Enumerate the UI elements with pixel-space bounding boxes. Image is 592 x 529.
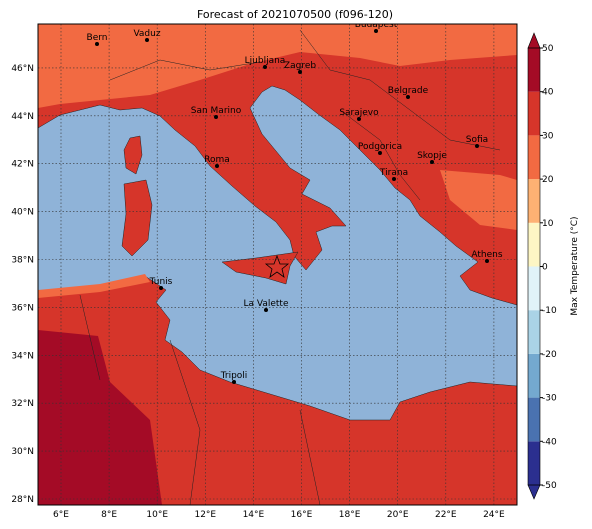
graticule (38, 24, 517, 505)
colorbar-bin (528, 91, 540, 136)
city-dot (232, 380, 236, 384)
land-africa-hot (38, 330, 162, 505)
map-title: Forecast of 2021070500 (f096-120) (197, 8, 393, 21)
city-dot (430, 160, 434, 164)
land-corsica (123, 135, 143, 175)
colorbar-bin (528, 222, 540, 267)
city-label: La Valette (244, 299, 289, 309)
y-tick-label: 46°N (11, 64, 34, 74)
colorbar-tick-label: -40 (542, 437, 557, 447)
city-dot (485, 259, 489, 263)
y-tick-label: 28°N (11, 495, 34, 505)
colorbar-bin (528, 135, 540, 180)
colorbar-bin (528, 266, 540, 311)
colorbar-bin (528, 48, 540, 92)
colorbar-extend-low (527, 484, 541, 500)
city-label: Skopje (417, 151, 447, 161)
city-label: San Marino (191, 106, 242, 116)
colorbar-bin (528, 397, 540, 442)
city-dot (475, 144, 479, 148)
colorbar-bin (528, 353, 540, 398)
y-tick-label: 38°N (11, 256, 34, 266)
city-label: Ljubljana (245, 56, 286, 66)
city-label: Budapest (355, 20, 398, 30)
city-label: Belgrade (388, 86, 429, 96)
city-label: Vaduz (133, 29, 160, 39)
city-dot (406, 95, 410, 99)
x-tick-label: 24°E (483, 510, 505, 520)
city-label: Bern (87, 33, 108, 43)
city-dot (374, 29, 378, 33)
colorbar: -50 -40 -30 -20 -10 0 10 20 30 40 50 (527, 32, 557, 500)
colorbar-bin (528, 310, 540, 354)
colorbar-tick-label: 40 (542, 88, 554, 98)
city-dot (215, 164, 219, 168)
map-frame (37, 23, 518, 506)
y-tick-label: 42°N (11, 160, 34, 170)
city-dot (263, 65, 267, 69)
land-north-warm (38, 24, 517, 108)
x-tick-label: 8°E (101, 510, 117, 520)
city-label: Podgorica (358, 142, 402, 152)
city-dot (95, 42, 99, 46)
x-tick-label: 22°E (435, 510, 457, 520)
city-label: Athens (471, 250, 502, 260)
land-greece-warm (440, 170, 517, 230)
y-tick-label: 32°N (11, 399, 34, 409)
colorbar-tick-label: -20 (542, 350, 557, 360)
y-tick-label: 40°N (11, 208, 34, 218)
land-europe (38, 24, 517, 306)
city-label: Tirana (379, 168, 408, 178)
x-tick-label: 18°E (339, 510, 361, 520)
city-label: Sofia (466, 135, 488, 145)
borders (79, 29, 501, 505)
city-dot (392, 177, 396, 181)
x-tick-label: 20°E (387, 510, 409, 520)
city-label: Tunis (149, 277, 173, 287)
city-dot (357, 117, 361, 121)
land-africa (38, 275, 517, 505)
colorbar-tick-label: -10 (542, 306, 557, 316)
colorbar-tick-label: 0 (542, 263, 548, 273)
star-marker (264, 254, 290, 278)
colorbar-bin (528, 179, 540, 223)
x-tick-label: 14°E (243, 510, 265, 520)
city-dot (214, 115, 218, 119)
city-dot (145, 38, 149, 42)
x-tick-label: 12°E (194, 510, 216, 520)
city-label: Zagreb (284, 61, 316, 71)
colorbar-tick-label: -50 (542, 481, 557, 491)
x-tick-label: 10°E (146, 510, 168, 520)
x-tick-label: 6°E (53, 510, 69, 520)
colorbar-tick-label: 20 (542, 175, 554, 185)
colorbar-label: Max Temperature (°C) (570, 216, 580, 315)
land-sardinia (121, 179, 153, 257)
colorbar-tick-label: 30 (542, 131, 554, 141)
y-tick-label: 30°N (11, 447, 34, 457)
axes: 6°E 8°E 10°E 12°E 14°E 16°E 18°E 20°E 22°E 24°E 28… (11, 64, 505, 520)
city-label: Roma (204, 155, 230, 165)
land-sicily (221, 251, 299, 285)
y-tick-label: 34°N (11, 351, 34, 361)
city-dot (159, 286, 163, 290)
colorbar-tick-label: -30 (542, 394, 557, 404)
city-dot (298, 70, 302, 74)
colorbar-bin (528, 441, 540, 485)
colorbar-tick-label: 10 (542, 219, 554, 229)
city-label: Sarajevo (339, 108, 379, 118)
y-tick-label: 44°N (11, 112, 34, 122)
y-tick-label: 36°N (11, 303, 34, 313)
city-label: Tripoli (220, 371, 248, 381)
x-tick-label: 16°E (291, 510, 313, 520)
colorbar-extend-high (527, 32, 541, 49)
city-dot (378, 151, 382, 155)
colorbar-tick-label: 50 (542, 44, 554, 54)
city-dot (264, 308, 268, 312)
land-africa-warm (38, 274, 150, 298)
